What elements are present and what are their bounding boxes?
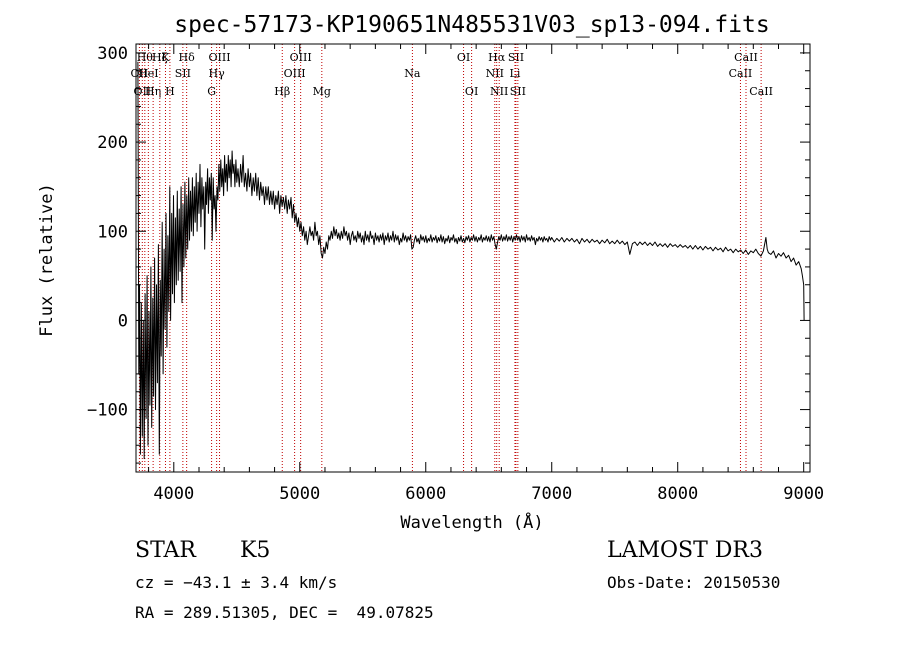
line-label: H [165,85,175,98]
line-label: Hγ [209,67,226,80]
line-label: OII [131,67,149,80]
y-tick-label: −100 [87,401,128,421]
line-label: HeI [138,67,158,80]
line-label: SII [175,67,191,80]
emission-line-markers: OIIOIIHθHeIHηHζKHSIIHδGHγOIIIHβOIIIOIIIM… [131,44,773,472]
line-label: SII [508,51,524,64]
object-subclass: K5 [240,538,271,563]
redshift-cz: cz = −43.1 ± 3.4 km/s [135,573,338,592]
line-label: OI [457,51,470,64]
line-label: Hθ [137,51,154,64]
obs-date: Obs-Date: 20150530 [607,573,781,592]
y-tick-label: 0 [118,311,128,331]
survey-label: LAMOST DR3 [607,538,763,563]
line-label: Hζ [152,51,168,64]
x-tick-label: 5000 [279,484,320,504]
line-label: OIII [284,67,306,80]
line-label: SII [510,85,526,98]
line-label: K [161,51,170,64]
chart-title: spec-57173-KP190651N485531V03_sp13-094.f… [174,12,769,38]
x-tick-label: 4000 [153,484,194,504]
line-label: G [207,85,216,98]
coordinates: RA = 289.51305, DEC = 49.07825 [135,603,434,622]
line-label: NII [486,67,504,80]
x-axis-label: Wavelength (Å) [400,511,543,533]
axes: 4000 5000 6000 7000 8000 9000 300 200 100 0 −100 [87,44,824,504]
x-tick-label: 6000 [405,484,446,504]
y-axis-label: Flux (relative) [37,183,57,337]
x-tick-label: 9000 [783,484,824,504]
flux-series-line [137,61,805,460]
x-tick-label: 7000 [531,484,572,504]
y-tick-label: 200 [97,133,128,153]
line-label: Mg [313,85,331,98]
line-label: Hβ [274,85,290,98]
plot-frame [135,43,811,473]
y-tick-label: 100 [97,222,128,242]
line-label: CaII [734,51,758,64]
line-label: Li [510,67,521,80]
line-label: CaII [729,67,753,80]
line-label: NII [490,85,508,98]
line-label: Hδ [179,51,196,64]
y-tick-label: 300 [97,44,128,64]
line-label: OIII [290,51,312,64]
line-label: Na [404,67,421,80]
line-label: OIII [208,51,230,64]
object-class: STAR [135,538,196,563]
x-tick-label: 8000 [657,484,698,504]
line-label: Hη [145,85,161,98]
line-label: Hα [488,51,506,64]
line-label: OI [465,85,478,98]
line-label: CaII [749,85,773,98]
